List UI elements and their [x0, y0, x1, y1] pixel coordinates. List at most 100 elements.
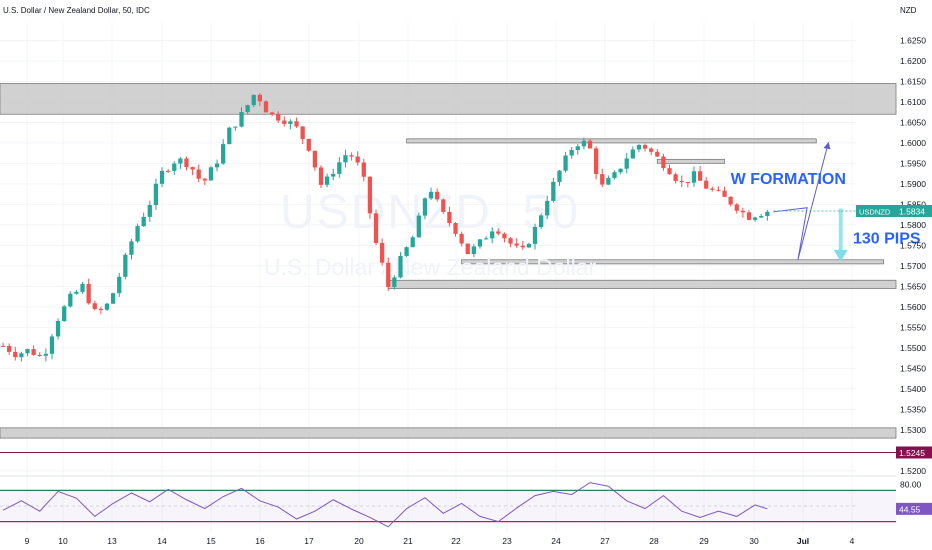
- chart-title: U.S. Dollar / New Zealand Dollar, 50, ID…: [3, 6, 150, 15]
- candle: [612, 172, 617, 179]
- candle: [667, 168, 672, 175]
- date-tick-label: 30: [749, 536, 759, 546]
- candle: [575, 146, 580, 151]
- candle: [257, 94, 262, 102]
- date-tick-label: 24: [551, 536, 561, 546]
- candle: [98, 309, 104, 311]
- candle: [117, 276, 122, 294]
- symbol-badge: [856, 204, 896, 217]
- candle: [746, 212, 752, 220]
- candle: [673, 174, 678, 181]
- date-tick-label: 17: [304, 536, 314, 546]
- candle: [606, 178, 611, 185]
- candle: [386, 262, 391, 287]
- date-tick-label: 14: [157, 536, 167, 546]
- zone: [387, 279, 897, 289]
- candle: [759, 215, 764, 218]
- currency-label: NZD: [900, 6, 917, 15]
- rsi-pane: 80.00 44.55: [0, 475, 932, 528]
- projection-arrowhead: [823, 142, 831, 150]
- candle: [765, 211, 770, 216]
- candle: [184, 158, 189, 168]
- zone: [461, 259, 884, 265]
- candle: [25, 349, 30, 354]
- zone: [406, 138, 817, 144]
- pips-label: 130 PIPS: [853, 230, 921, 247]
- candle: [294, 121, 299, 127]
- candle: [367, 176, 373, 214]
- candle: [526, 243, 532, 248]
- rsi-tick-label: 80.00: [900, 479, 922, 489]
- candle: [416, 215, 421, 238]
- price-tick-label: 1.6250: [900, 35, 926, 45]
- price-axis[interactable]: 1.6250 1.6200 1.6150 1.6100 1.6050 1.6000 1.59…: [0, 35, 932, 476]
- date-tick-label: 22: [451, 536, 461, 546]
- candle: [312, 150, 318, 168]
- candle: [710, 188, 715, 190]
- candle: [380, 242, 385, 263]
- candle: [435, 191, 440, 200]
- zone: [656, 158, 725, 164]
- candle: [410, 237, 415, 248]
- candlestick-series: [0, 93, 770, 362]
- candle: [734, 204, 739, 211]
- date-tick-label: 15: [206, 536, 216, 546]
- candle: [624, 158, 629, 169]
- candle: [324, 176, 330, 185]
- candle: [68, 293, 73, 307]
- date-tick-label: 9: [25, 536, 30, 546]
- candle: [227, 127, 232, 145]
- candle: [618, 168, 623, 173]
- price-tick-label: 1.5700: [900, 261, 926, 271]
- level-badge-text: 1.5245: [899, 448, 925, 458]
- price-tick-label: 1.6100: [900, 97, 926, 107]
- candle: [276, 114, 281, 121]
- zone: [0, 83, 897, 115]
- candle: [502, 233, 507, 239]
- candle: [752, 217, 758, 220]
- date-tick-label: 29: [699, 536, 709, 546]
- candle: [453, 223, 458, 234]
- candle: [288, 121, 293, 124]
- rsi-line: [2, 482, 768, 528]
- candle: [13, 351, 18, 358]
- candle: [471, 246, 476, 255]
- price-tick-label: 1.5800: [900, 220, 926, 230]
- candle: [166, 170, 171, 172]
- candle: [716, 189, 721, 191]
- price-tick-label: 1.5750: [900, 240, 926, 250]
- zone: [0, 427, 897, 439]
- date-tick-label: 20: [354, 536, 364, 546]
- candle: [337, 162, 342, 174]
- candle: [202, 178, 207, 181]
- candle: [404, 247, 409, 256]
- price-tick-label: 1.5650: [900, 281, 926, 291]
- candle: [239, 112, 244, 127]
- date-tick-label: 21: [403, 536, 413, 546]
- rsi-value-badge: [896, 502, 932, 515]
- price-tick-label: 1.5500: [900, 343, 926, 353]
- price-tick-label: 1.6050: [900, 117, 926, 127]
- candle: [245, 105, 250, 113]
- pips-arrowhead: [833, 249, 848, 262]
- price-tick-label: 1.5550: [900, 322, 926, 332]
- candle: [159, 170, 165, 184]
- candle: [587, 140, 593, 149]
- watermark: USDNZD, 50 U.S. Dollar / New Zealand Dol…: [264, 186, 597, 280]
- candle: [282, 120, 287, 124]
- candle: [538, 215, 544, 228]
- candle: [594, 148, 599, 175]
- price-tick-label: 1.5600: [900, 302, 926, 312]
- candle: [196, 169, 201, 179]
- rsi-value-text: 44.55: [899, 504, 921, 514]
- chart-drawings: W FORMATION 130 PIPS: [731, 141, 921, 262]
- price-tick-label: 1.5900: [900, 179, 926, 189]
- candle: [92, 303, 97, 310]
- candle: [569, 150, 574, 156]
- time-axis[interactable]: 9 10 13 14 15 16 17 20 21 22 23 24 27 28 29 30 Jul 4: [25, 536, 855, 546]
- candle: [532, 227, 538, 244]
- candle: [86, 283, 91, 304]
- candle: [343, 155, 348, 163]
- candle: [398, 255, 403, 278]
